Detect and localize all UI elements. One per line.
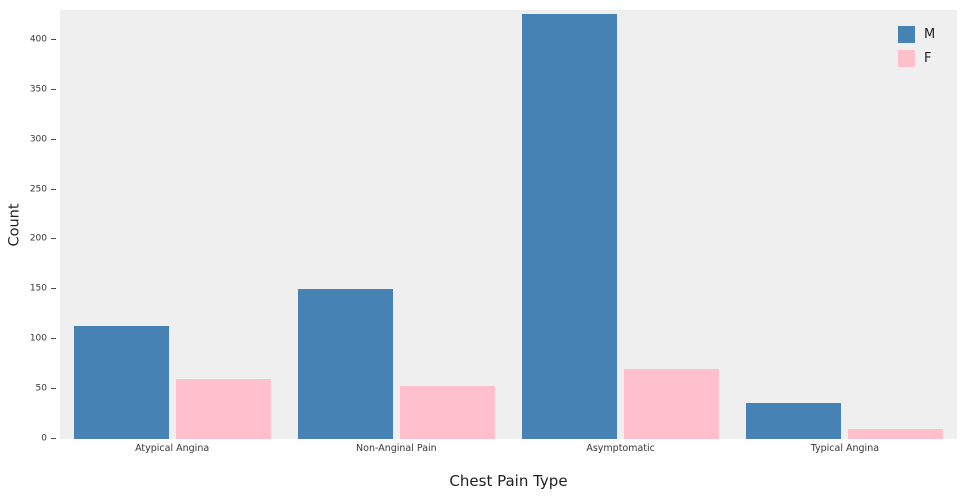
y-tick-label: 250 bbox=[29, 184, 47, 195]
bar-F-non-anginal-pain bbox=[399, 386, 495, 439]
x-axis-title: Chest Pain Type bbox=[449, 472, 568, 490]
legend-label: F bbox=[924, 51, 932, 66]
bar-M-typical-angina bbox=[746, 403, 842, 439]
legend-item-f: F bbox=[898, 50, 935, 67]
legend-label: M bbox=[924, 27, 936, 42]
x-tick-label: Typical Angina bbox=[810, 443, 880, 454]
y-tick-mark bbox=[51, 288, 56, 290]
y-tick-label: 300 bbox=[29, 134, 47, 145]
bar-F-asymptomatic bbox=[624, 369, 720, 439]
x-tick-label: Non-Anginal Pain bbox=[356, 443, 437, 454]
bar-M-non-anginal-pain bbox=[297, 289, 393, 439]
y-tick-mark bbox=[51, 438, 56, 439]
bar-group bbox=[509, 10, 733, 439]
bar-group bbox=[284, 10, 508, 439]
y-tick-label: 100 bbox=[29, 333, 47, 344]
x-tick-label: Atypical Angina bbox=[135, 443, 210, 454]
legend-item-m: M bbox=[898, 26, 935, 43]
y-tick-mark bbox=[51, 38, 56, 40]
bar-F-typical-angina bbox=[848, 429, 944, 439]
bar-F-atypical-angina bbox=[175, 379, 271, 439]
y-tick-label: 200 bbox=[29, 233, 47, 244]
y-tick-mark bbox=[51, 188, 56, 190]
y-tick-label: 50 bbox=[35, 383, 47, 394]
bar-group bbox=[733, 10, 957, 439]
x-axis: Atypical Angina Non-Anginal Pain Asymptoma… bbox=[60, 443, 957, 454]
y-tick-label: 400 bbox=[29, 34, 47, 45]
x-tick-label: Asymptomatic bbox=[586, 443, 655, 454]
legend-swatch-icon bbox=[898, 50, 915, 67]
legend-swatch-icon bbox=[898, 26, 915, 43]
y-tick-mark bbox=[51, 88, 56, 90]
y-tick-mark bbox=[51, 138, 56, 140]
bar-M-atypical-angina bbox=[73, 326, 169, 439]
y-tick-mark bbox=[51, 388, 56, 390]
y-tick-label: 0 bbox=[41, 433, 47, 444]
y-tick-label: 150 bbox=[29, 283, 47, 294]
bar-M-asymptomatic bbox=[522, 14, 618, 439]
y-tick-mark bbox=[51, 338, 56, 340]
bars-layer bbox=[60, 10, 957, 439]
y-tick-mark bbox=[51, 238, 56, 240]
bar-group bbox=[60, 10, 284, 439]
y-tick-label: 350 bbox=[29, 84, 47, 95]
y-axis: 0 50 100 150 200 250 300 350 400 bbox=[0, 10, 60, 443]
